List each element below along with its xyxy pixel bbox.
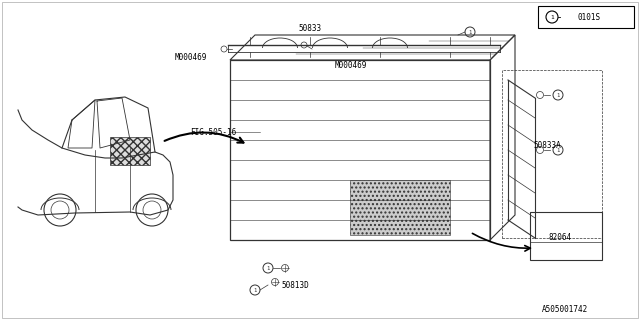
Bar — [530, 212, 602, 260]
Text: 0101S: 0101S — [578, 12, 601, 21]
Text: 1: 1 — [556, 148, 559, 153]
Text: 82064: 82064 — [548, 234, 572, 243]
Bar — [502, 70, 602, 238]
Text: 1: 1 — [266, 266, 269, 270]
Text: 50833A: 50833A — [533, 140, 561, 149]
Text: 1: 1 — [468, 29, 472, 35]
Text: FIG.505-16: FIG.505-16 — [190, 127, 236, 137]
Text: 50813D: 50813D — [281, 282, 309, 291]
Bar — [110, 137, 150, 165]
Text: 1: 1 — [550, 14, 554, 20]
Bar — [350, 180, 450, 235]
Text: M000469: M000469 — [175, 52, 207, 61]
Bar — [230, 60, 490, 240]
Text: 1: 1 — [556, 92, 559, 98]
Text: A505001742: A505001742 — [542, 306, 588, 315]
Bar — [538, 6, 634, 28]
Text: M000469: M000469 — [335, 60, 367, 69]
Text: 50833: 50833 — [298, 23, 321, 33]
Text: 1: 1 — [253, 287, 257, 292]
